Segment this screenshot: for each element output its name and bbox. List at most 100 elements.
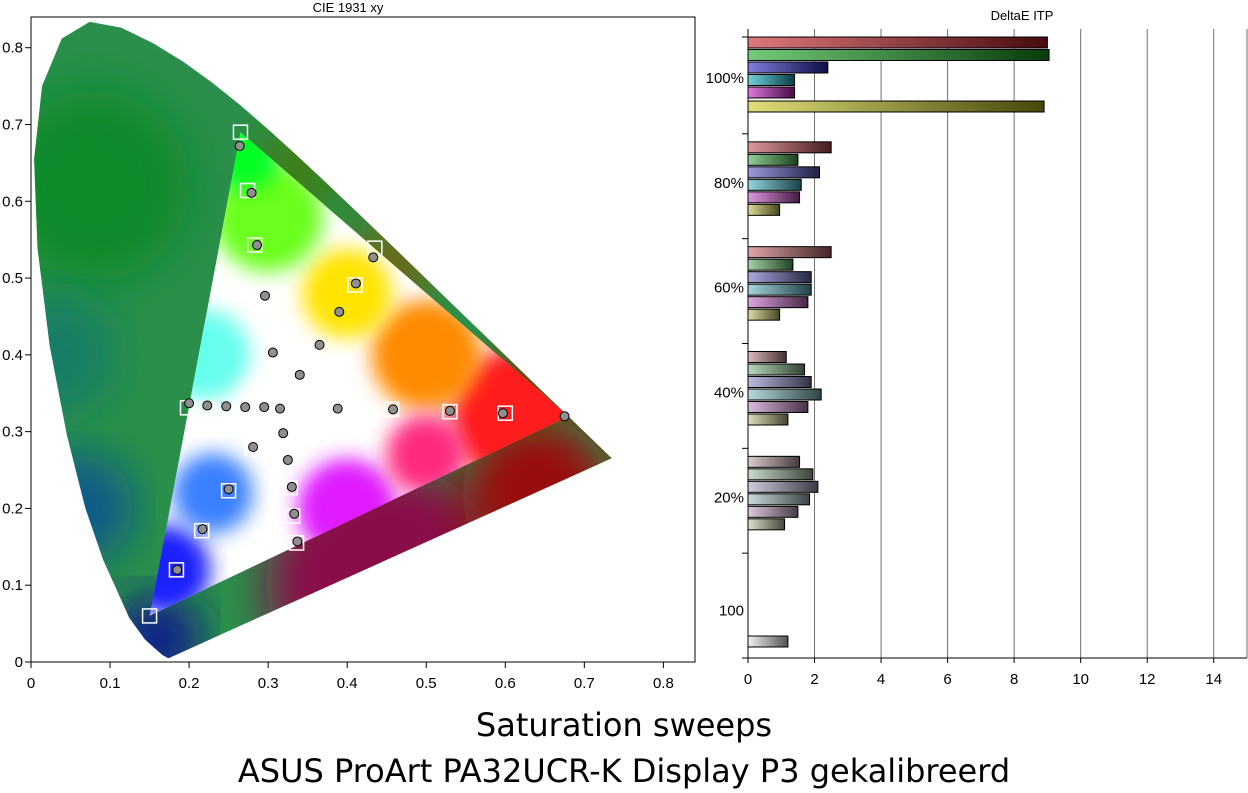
- x-tick-label: 0.4: [337, 675, 358, 692]
- bar-cyan: [747, 388, 822, 401]
- deltae-plot-frame: [748, 29, 1247, 658]
- measured-point: [286, 481, 297, 492]
- target-square: [141, 608, 158, 624]
- bar-green: [747, 153, 799, 166]
- target-square: [288, 535, 305, 551]
- measured-point: [234, 141, 245, 151]
- y-tick-label: 0.8: [2, 40, 23, 57]
- bar-magenta: [747, 505, 799, 518]
- bar-green: [747, 468, 814, 481]
- group-label: 60%: [714, 280, 744, 297]
- measured-point: [444, 405, 455, 416]
- bar-magenta: [747, 86, 796, 99]
- target-square: [168, 562, 185, 578]
- measured-point: [497, 408, 508, 419]
- bar-cyan: [747, 493, 811, 506]
- target-square: [244, 440, 261, 457]
- x-tick-label: 14: [1205, 671, 1222, 688]
- target-square: [193, 522, 210, 539]
- target-square: [232, 124, 249, 140]
- group-label: 20%: [714, 489, 744, 506]
- measured-markers: [172, 141, 570, 575]
- x-tick-label: 2: [810, 671, 818, 688]
- measured-point: [314, 339, 325, 350]
- bar-yellow: [747, 308, 781, 321]
- deltae-bars: [747, 36, 1050, 648]
- bar-yellow: [747, 100, 1045, 113]
- x-tick-label: 0.8: [653, 675, 674, 692]
- measured-point: [267, 347, 278, 358]
- bar-green: [747, 258, 794, 271]
- caption-subtitle: ASUS ProArt PA32UCR-K Display P3 gekalib…: [237, 752, 1011, 790]
- measured-point: [223, 484, 234, 495]
- target-square: [383, 401, 400, 418]
- bar-green: [747, 49, 1050, 61]
- measured-point: [259, 402, 270, 413]
- x-tick-label: 0: [744, 671, 752, 688]
- group-label: 100: [719, 603, 744, 620]
- deltae-axes: 0 2 4 6 8 10 12 14 100% 80% 60% 40% 20% 100: [706, 29, 1247, 688]
- bar-yellow: [747, 413, 789, 426]
- measured-point: [246, 187, 257, 198]
- y-tick-label: 0.7: [2, 117, 23, 134]
- bar-red: [747, 36, 1048, 49]
- bar-cyan: [747, 283, 812, 296]
- measured-point: [184, 398, 195, 409]
- caption-title: Saturation sweeps: [475, 706, 773, 744]
- measured-point: [334, 306, 345, 317]
- group-label: 100%: [706, 70, 744, 87]
- bar-blue: [747, 376, 812, 388]
- y-tick-label: 0.2: [2, 500, 23, 517]
- x-tick-label: 0.1: [100, 675, 121, 692]
- x-tick-label: 0.7: [574, 675, 595, 692]
- x-tick-label: 0: [27, 675, 35, 692]
- bar-cyan: [747, 178, 802, 191]
- measured-point: [202, 400, 213, 411]
- y-tick-label: 0.3: [2, 424, 23, 441]
- bar-cyan: [747, 74, 796, 86]
- bar-red: [747, 455, 801, 468]
- measured-point: [197, 524, 208, 535]
- target-markers: [141, 124, 514, 624]
- measured-point: [289, 508, 300, 519]
- group-label: 80%: [714, 175, 744, 192]
- bar-blue: [747, 61, 829, 74]
- target-square: [220, 483, 237, 499]
- x-tick-label: 8: [1010, 671, 1018, 688]
- measured-point: [388, 404, 399, 415]
- measured-point: [368, 252, 379, 263]
- measured-point: [248, 442, 259, 452]
- x-tick-label: 0.6: [495, 675, 516, 692]
- bar-blue: [747, 166, 821, 179]
- x-tick-label: 10: [1072, 671, 1089, 688]
- x-tick-label: 0.2: [179, 675, 200, 692]
- deltae-chart: DeltaE ITP 0 2 4 6 8 10 12 14 100% 80% 60% 40% 20% 10…: [706, 8, 1248, 688]
- y-tick-label: 0.6: [2, 193, 23, 210]
- target-square: [329, 400, 346, 417]
- bar-green: [747, 363, 806, 376]
- measured-point: [350, 278, 361, 289]
- measured-point: [275, 403, 285, 414]
- x-tick-label: 12: [1139, 671, 1156, 688]
- measured-point: [292, 536, 303, 547]
- bar-blue: [747, 271, 812, 284]
- y-tick-label: 0.5: [2, 270, 23, 287]
- bar-white: [747, 635, 789, 648]
- measured-point: [332, 403, 343, 414]
- bar-magenta: [747, 296, 809, 309]
- measured-point: [278, 428, 289, 439]
- target-square: [347, 277, 363, 293]
- y-tick-label: 0: [15, 654, 23, 671]
- bar-red: [747, 141, 832, 154]
- y-tick-label: 0.4: [2, 347, 23, 364]
- measured-point: [282, 455, 293, 466]
- x-tick-label: 4: [877, 671, 885, 688]
- x-tick-label: 0.3: [258, 675, 279, 692]
- measured-point: [172, 564, 183, 575]
- measured-point: [252, 240, 263, 251]
- measured-point: [240, 402, 251, 413]
- target-square: [442, 403, 458, 420]
- measured-point: [259, 290, 270, 301]
- measured-point: [294, 369, 305, 380]
- x-tick-label: 0.5: [416, 675, 437, 692]
